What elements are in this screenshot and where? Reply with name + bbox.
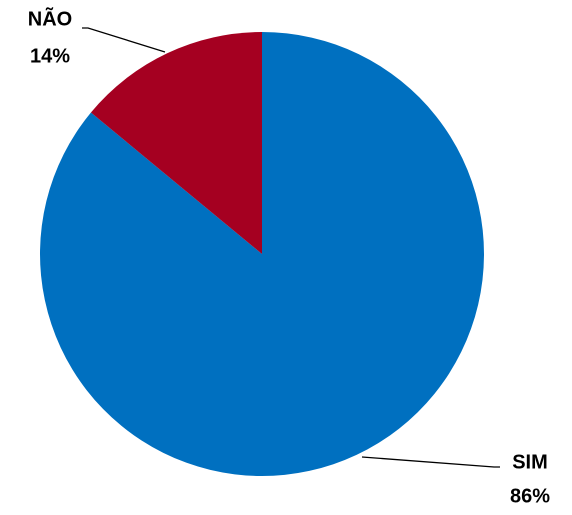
data-label-value: 86% [510,485,550,507]
data-label-category: NÃO [28,7,72,30]
data-label-value: 14% [30,45,70,67]
data-label-category: SIM [512,451,548,473]
pie-slice [90,32,262,254]
leader-line [82,27,166,53]
leader-line [361,456,500,468]
